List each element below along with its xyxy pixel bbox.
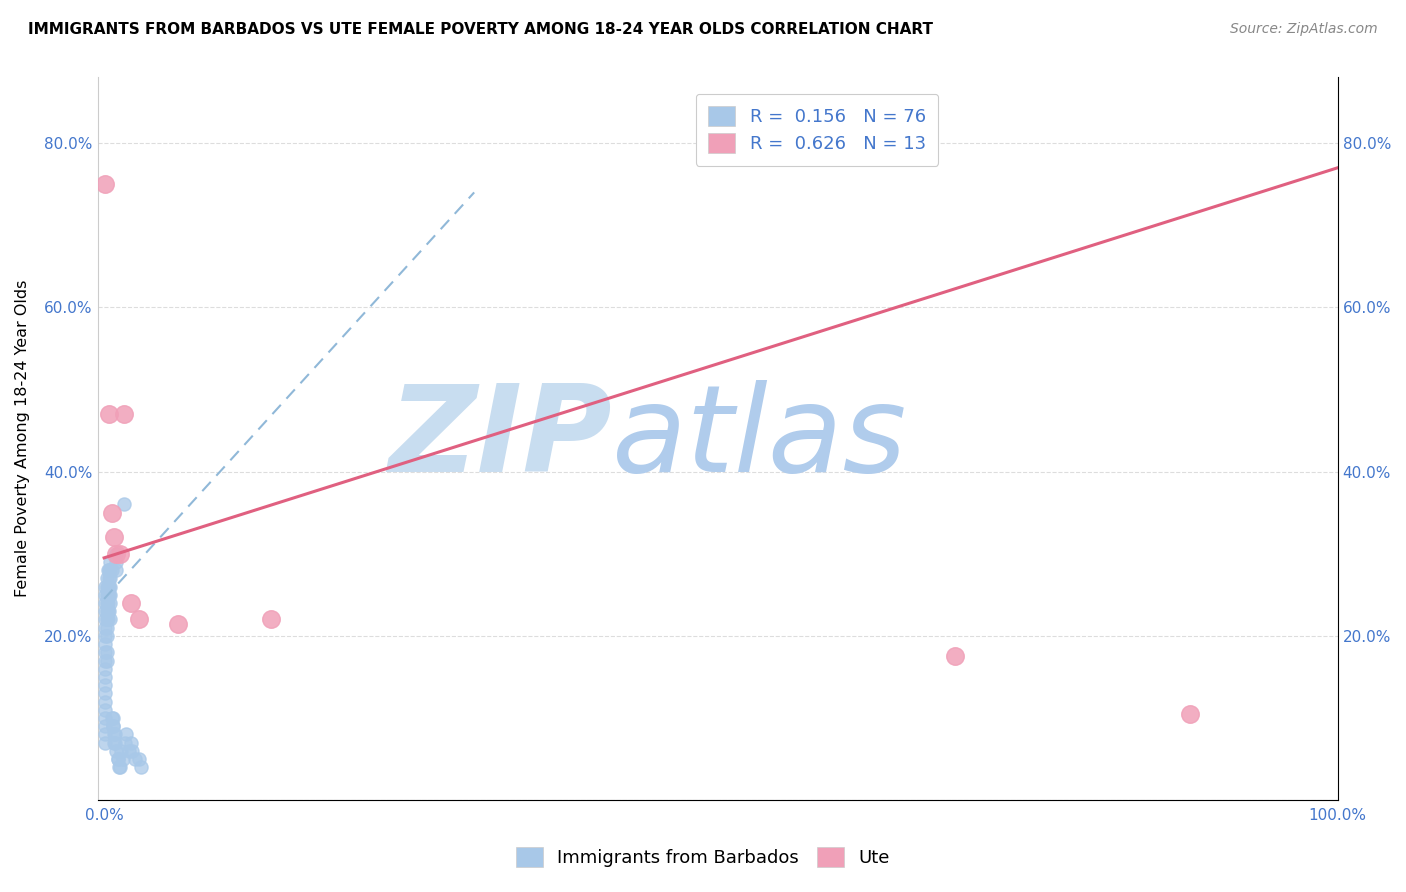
Immigrants from Barbados bbox=[94, 727, 117, 741]
Immigrants from Barbados bbox=[98, 563, 121, 577]
Immigrants from Barbados bbox=[94, 695, 117, 709]
Ute bbox=[100, 506, 122, 520]
Immigrants from Barbados bbox=[94, 588, 117, 602]
Immigrants from Barbados bbox=[97, 588, 120, 602]
Immigrants from Barbados bbox=[94, 711, 117, 725]
Immigrants from Barbados bbox=[94, 670, 117, 684]
Immigrants from Barbados bbox=[98, 580, 121, 594]
Immigrants from Barbados bbox=[94, 678, 117, 692]
Text: IMMIGRANTS FROM BARBADOS VS UTE FEMALE POVERTY AMONG 18-24 YEAR OLDS CORRELATION: IMMIGRANTS FROM BARBADOS VS UTE FEMALE P… bbox=[28, 22, 934, 37]
Legend: R =  0.156   N = 76, R =  0.626   N = 13: R = 0.156 N = 76, R = 0.626 N = 13 bbox=[696, 94, 938, 166]
Immigrants from Barbados bbox=[108, 760, 131, 774]
Immigrants from Barbados bbox=[101, 719, 124, 733]
Ute bbox=[120, 596, 142, 610]
Immigrants from Barbados bbox=[101, 711, 124, 725]
Immigrants from Barbados bbox=[98, 571, 121, 585]
Immigrants from Barbados bbox=[94, 580, 117, 594]
Immigrants from Barbados bbox=[114, 736, 136, 750]
Immigrants from Barbados bbox=[96, 612, 118, 626]
Immigrants from Barbados bbox=[97, 612, 120, 626]
Immigrants from Barbados bbox=[96, 645, 118, 659]
Immigrants from Barbados bbox=[94, 736, 117, 750]
Immigrants from Barbados bbox=[101, 719, 124, 733]
Ute bbox=[108, 547, 131, 561]
Immigrants from Barbados bbox=[118, 744, 141, 758]
Immigrants from Barbados bbox=[94, 703, 117, 717]
Immigrants from Barbados bbox=[98, 571, 121, 585]
Immigrants from Barbados bbox=[98, 563, 121, 577]
Immigrants from Barbados bbox=[107, 752, 129, 766]
Immigrants from Barbados bbox=[94, 719, 117, 733]
Immigrants from Barbados bbox=[94, 612, 117, 626]
Immigrants from Barbados bbox=[98, 555, 121, 569]
Immigrants from Barbados bbox=[97, 596, 120, 610]
Immigrants from Barbados bbox=[94, 686, 117, 700]
Immigrants from Barbados bbox=[105, 563, 128, 577]
Immigrants from Barbados bbox=[96, 588, 118, 602]
Immigrants from Barbados bbox=[97, 604, 120, 618]
Immigrants from Barbados bbox=[94, 654, 117, 668]
Ute bbox=[94, 178, 117, 192]
Legend: Immigrants from Barbados, Ute: Immigrants from Barbados, Ute bbox=[509, 839, 897, 874]
Immigrants from Barbados bbox=[94, 596, 117, 610]
Immigrants from Barbados bbox=[98, 596, 121, 610]
Immigrants from Barbados bbox=[105, 555, 128, 569]
Immigrants from Barbados bbox=[103, 736, 125, 750]
Immigrants from Barbados bbox=[104, 727, 127, 741]
Immigrants from Barbados bbox=[103, 727, 125, 741]
Immigrants from Barbados bbox=[96, 629, 118, 643]
Immigrants from Barbados bbox=[124, 752, 146, 766]
Immigrants from Barbados bbox=[97, 563, 120, 577]
Ute bbox=[98, 407, 121, 421]
Immigrants from Barbados bbox=[94, 629, 117, 643]
Immigrants from Barbados bbox=[96, 654, 118, 668]
Ute bbox=[103, 530, 125, 544]
Immigrants from Barbados bbox=[96, 571, 118, 585]
Immigrants from Barbados bbox=[98, 588, 121, 602]
Immigrants from Barbados bbox=[98, 580, 121, 594]
Immigrants from Barbados bbox=[110, 744, 132, 758]
Immigrants from Barbados bbox=[129, 760, 152, 774]
Immigrants from Barbados bbox=[94, 637, 117, 651]
Immigrants from Barbados bbox=[104, 736, 127, 750]
Text: Source: ZipAtlas.com: Source: ZipAtlas.com bbox=[1230, 22, 1378, 37]
Y-axis label: Female Poverty Among 18-24 Year Olds: Female Poverty Among 18-24 Year Olds bbox=[15, 280, 30, 598]
Ute bbox=[1178, 706, 1201, 721]
Ute bbox=[167, 616, 190, 631]
Immigrants from Barbados bbox=[94, 604, 117, 618]
Immigrants from Barbados bbox=[105, 547, 128, 561]
Immigrants from Barbados bbox=[96, 604, 118, 618]
Immigrants from Barbados bbox=[98, 612, 121, 626]
Ute bbox=[943, 649, 966, 664]
Immigrants from Barbados bbox=[112, 498, 135, 512]
Immigrants from Barbados bbox=[96, 596, 118, 610]
Ute bbox=[112, 407, 135, 421]
Text: atlas: atlas bbox=[613, 380, 908, 498]
Immigrants from Barbados bbox=[105, 744, 128, 758]
Immigrants from Barbados bbox=[121, 744, 143, 758]
Immigrants from Barbados bbox=[98, 588, 121, 602]
Immigrants from Barbados bbox=[94, 645, 117, 659]
Text: ZIP: ZIP bbox=[388, 380, 613, 498]
Ute bbox=[105, 547, 128, 561]
Immigrants from Barbados bbox=[107, 752, 129, 766]
Immigrants from Barbados bbox=[108, 760, 131, 774]
Immigrants from Barbados bbox=[128, 752, 150, 766]
Immigrants from Barbados bbox=[96, 580, 118, 594]
Immigrants from Barbados bbox=[100, 711, 122, 725]
Immigrants from Barbados bbox=[97, 580, 120, 594]
Ute bbox=[128, 612, 150, 626]
Immigrants from Barbados bbox=[96, 621, 118, 635]
Immigrants from Barbados bbox=[120, 736, 142, 750]
Immigrants from Barbados bbox=[94, 621, 117, 635]
Immigrants from Barbados bbox=[94, 662, 117, 676]
Immigrants from Barbados bbox=[115, 727, 138, 741]
Immigrants from Barbados bbox=[100, 563, 122, 577]
Ute bbox=[259, 612, 281, 626]
Immigrants from Barbados bbox=[98, 604, 121, 618]
Immigrants from Barbados bbox=[111, 752, 134, 766]
